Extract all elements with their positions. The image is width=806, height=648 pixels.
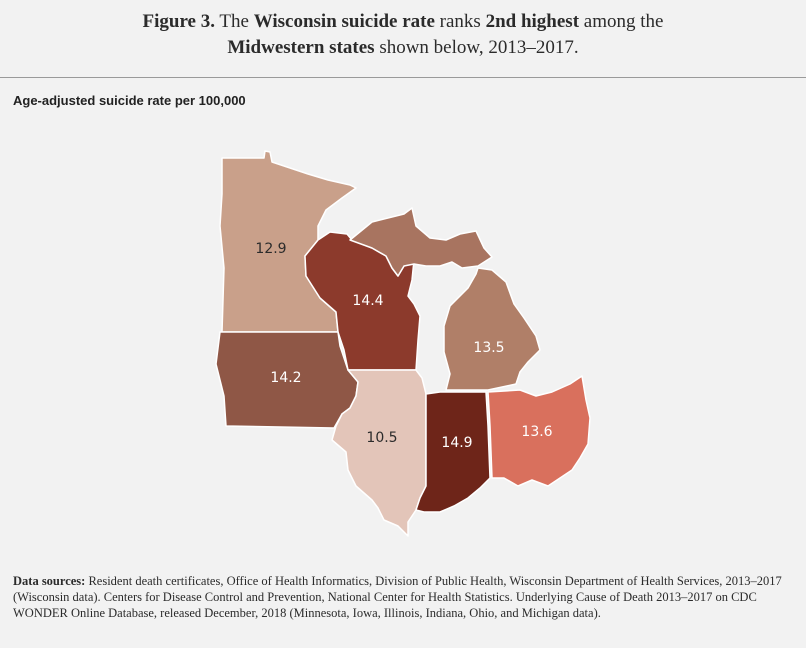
data-sources-note: Data sources: Resident death certificate…	[13, 573, 783, 621]
title-text: The	[215, 11, 254, 32]
rate-label-iowa: 14.2	[270, 370, 301, 386]
rate-label-ohio: 13.6	[521, 424, 552, 440]
rate-label-indiana: 14.9	[441, 435, 472, 451]
title-divider	[0, 77, 806, 78]
title-text: among the	[579, 11, 664, 32]
map-subtitle: Age-adjusted suicide rate per 100,000	[13, 93, 246, 108]
figure-number: Figure 3.	[142, 11, 215, 32]
title-emphasis: Wisconsin suicide rate	[253, 11, 435, 32]
data-sources-label: Data sources:	[13, 574, 86, 588]
title-emphasis: Midwestern states	[227, 37, 375, 58]
rate-label-illinois: 10.5	[366, 430, 397, 446]
title-text: ranks	[434, 11, 486, 32]
rate-label-michigan: 13.5	[473, 340, 504, 356]
state-indiana	[415, 391, 491, 513]
state-ohio	[487, 375, 591, 487]
state-michigan	[443, 267, 541, 391]
title-emphasis: 2nd highest	[485, 11, 580, 32]
figure-title: Figure 3. The Wisconsin suicide rate ran…	[0, 9, 806, 61]
rate-label-minnesota: 12.9	[255, 241, 286, 257]
state-michigan-upper-peninsula	[349, 207, 493, 277]
data-sources-text: Resident death certificates, Office of H…	[13, 574, 782, 620]
title-text: shown below, 2013–2017.	[374, 37, 579, 58]
rate-label-wisconsin: 14.4	[352, 293, 383, 309]
state-minnesota	[219, 150, 357, 333]
